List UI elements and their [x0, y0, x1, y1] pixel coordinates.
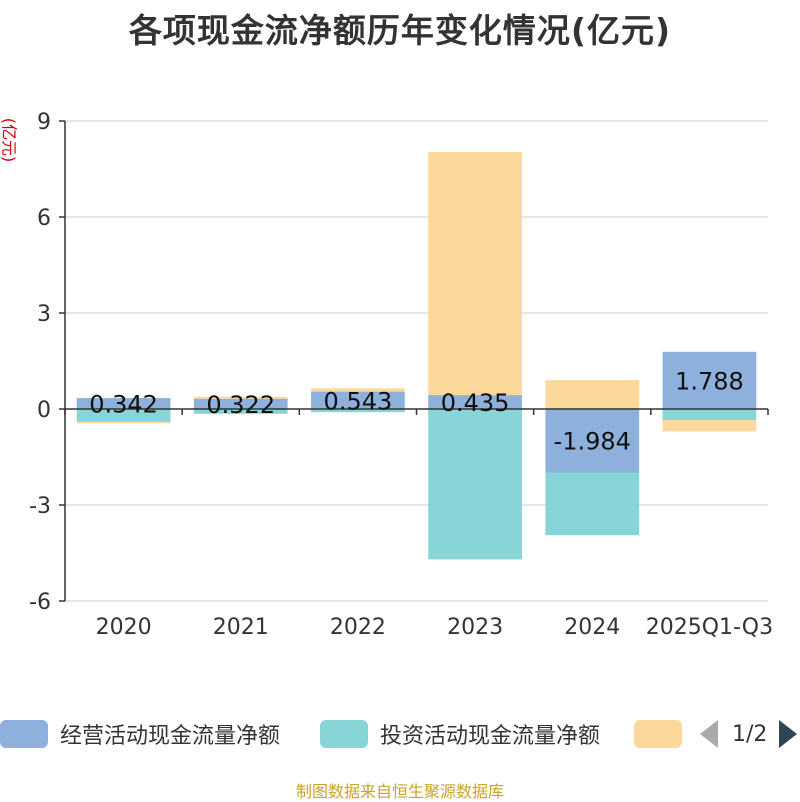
bar-series2-2025Q1-Q3 [662, 420, 757, 432]
bar-series0-2023 [428, 395, 522, 409]
y-tick-label: 3 [37, 302, 51, 327]
legend-page-indicator: 1/2 [732, 721, 768, 747]
bar-series2-2024 [545, 380, 640, 409]
legend-item-financing[interactable] [634, 716, 694, 752]
bar-series2-2021 [193, 396, 288, 399]
x-tick-label: 2023 [447, 615, 503, 640]
legend-next-page-icon[interactable] [779, 720, 798, 748]
legend-item-operating[interactable]: 经营活动现金流量净额 [0, 716, 280, 752]
bar-series0-2020 [76, 398, 171, 409]
x-tick-label: 2020 [96, 615, 152, 640]
y-tick-label: 6 [37, 206, 51, 231]
legend-swatch-financing [634, 720, 682, 748]
bar-series1-2020 [76, 409, 171, 422]
legend-label-operating: 经营活动现金流量净额 [60, 724, 281, 749]
bar-series0-2021 [193, 398, 288, 409]
data-label: 1.788 [675, 367, 744, 395]
x-tick-label: 2024 [564, 615, 620, 640]
bar-series1-2025Q1-Q3 [662, 409, 757, 421]
y-tick-label: -6 [29, 590, 51, 615]
legend-swatch-investing [320, 720, 368, 748]
y-tick-label: 9 [37, 110, 51, 135]
legend-item-investing[interactable]: 投资活动现金流量净额 [320, 716, 600, 752]
y-tick-label: -3 [29, 494, 51, 519]
data-label: 0.435 [441, 389, 510, 417]
bar-series2-2022 [311, 388, 405, 392]
data-source-footer: 制图数据来自恒生聚源数据库 [295, 782, 504, 801]
bar-series1-2021 [193, 409, 288, 414]
data-label: 0.342 [89, 391, 158, 419]
y-tick-label: 0 [37, 398, 51, 423]
legend: 经营活动现金流量净额 投资活动现金流量净额 1/2 [0, 716, 800, 752]
bar-series1-2022 [311, 409, 405, 413]
legend-prev-page-icon[interactable] [700, 720, 718, 748]
legend-swatch-operating [0, 720, 48, 748]
data-label: 0.543 [324, 387, 393, 415]
chart-title: 各项现金流净额历年变化情况(亿元) [128, 11, 672, 50]
x-tick-label: 2025Q1-Q3 [646, 615, 773, 640]
bar-series0-2022 [311, 391, 405, 409]
stacked-bar-chart: -6 -3 0 3 6 9 2020 2021 2022 2023 2024 2025Q1-Q3 0.3… [29, 110, 773, 640]
bar-series2-2020 [76, 421, 171, 424]
data-label: 0.322 [206, 391, 275, 419]
bar-series0-2024 [545, 409, 640, 473]
bar-series0-2025Q1-Q3 [662, 351, 757, 409]
legend-label-investing: 投资活动现金流量净额 [380, 724, 601, 749]
x-tick-label: 2022 [330, 615, 386, 640]
bar-series1-2023 [428, 409, 522, 560]
data-label: -1.984 [554, 428, 631, 456]
bar-series1-2024 [545, 472, 640, 536]
x-tick-label: 2021 [213, 615, 269, 640]
legend-pager: 1/2 [700, 716, 798, 752]
bar-series2-2023 [428, 151, 522, 396]
